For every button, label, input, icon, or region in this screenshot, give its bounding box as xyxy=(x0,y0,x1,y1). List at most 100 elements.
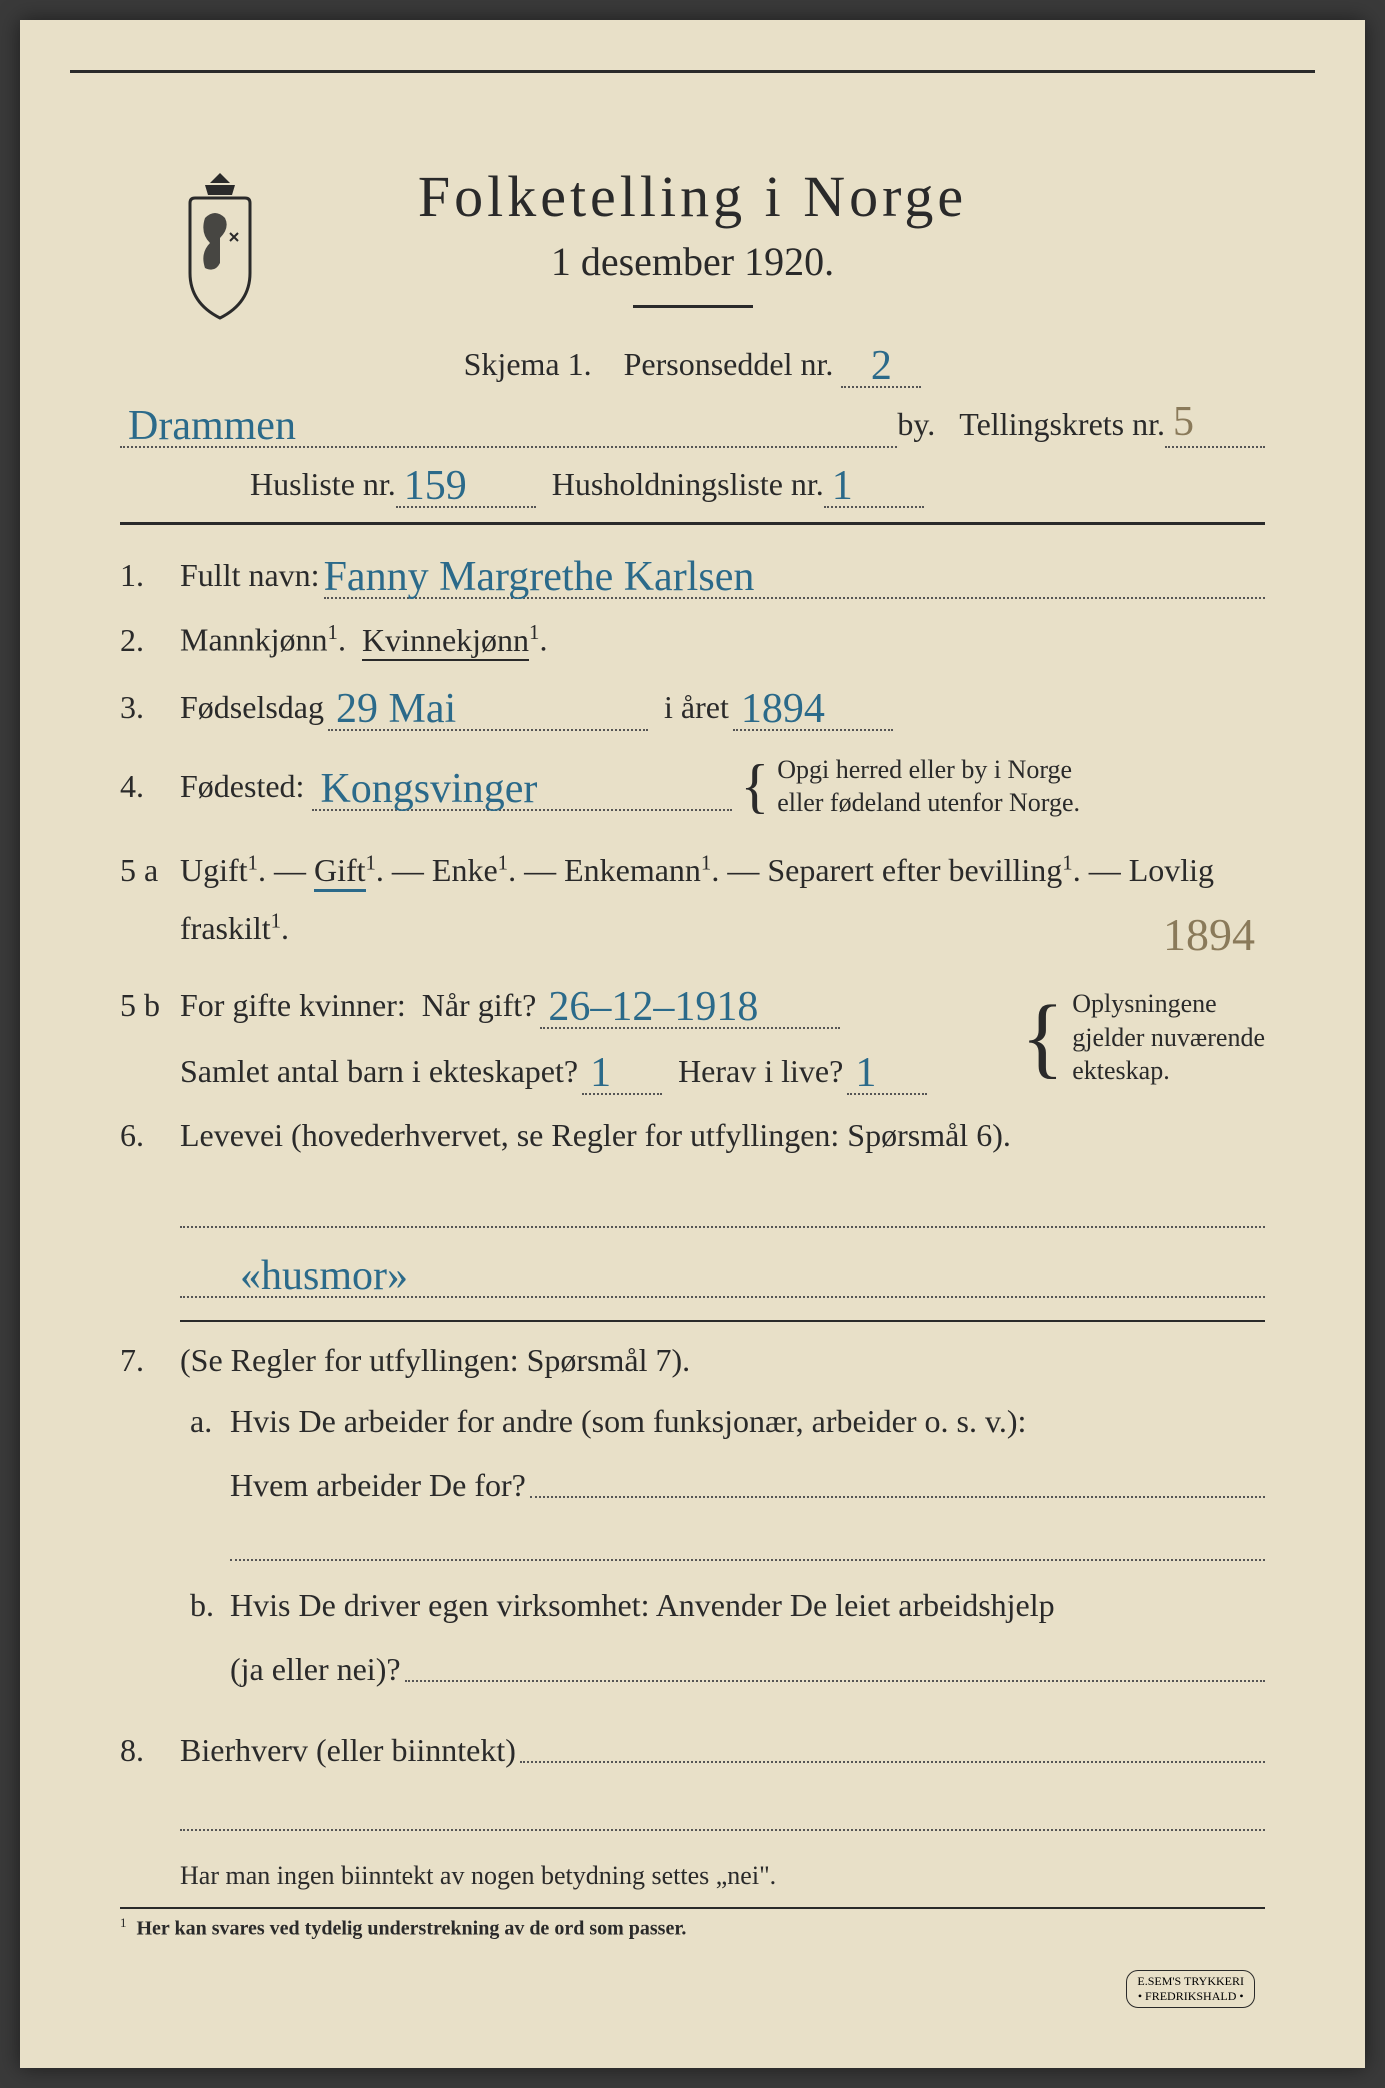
q7a-row: a. Hvis De arbeider for andre (som funks… xyxy=(180,1389,1265,1561)
q6-row: 6. Levevei (hovederhvervet, se Regler fo… xyxy=(120,1117,1265,1298)
by-value: Drammen xyxy=(128,403,296,449)
footnote-2-text: Her kan svares ved tydelig understreknin… xyxy=(137,1918,687,1940)
main-title: Folketelling i Norge xyxy=(120,163,1265,230)
margin-annotation: 1894 xyxy=(1163,908,1255,961)
q4-note: Opgi herred eller by i Norge eller fødel… xyxy=(777,753,1080,821)
husholdningsliste-label: Husholdningsliste nr. xyxy=(552,466,824,503)
q5b-naargift-field: 26–12–1918 xyxy=(540,979,840,1029)
census-form-page: Folketelling i Norge 1 desember 1920. Sk… xyxy=(20,20,1365,2068)
q4-brace: { xyxy=(740,771,769,801)
q5b-naargift-value: 26–12–1918 xyxy=(548,984,758,1030)
q7a-line1: Hvis De arbeider for andre (som funksjon… xyxy=(230,1389,1265,1453)
footnote-2: 1 Her kan svares ved tydelig understrekn… xyxy=(120,1907,1265,1941)
q5a-opt3: Enkemann xyxy=(564,852,701,888)
q5a-opt2: Enke xyxy=(432,852,498,888)
husliste-label: Husliste nr. xyxy=(250,466,396,503)
q3-num: 3. xyxy=(120,689,180,726)
q6-num: 6. xyxy=(120,1117,180,1154)
husholdningsliste-field: 1 xyxy=(824,458,924,508)
q5b-barn-field: 1 xyxy=(582,1045,662,1095)
q3-year-label: i året xyxy=(664,689,729,726)
form-inner: Folketelling i Norge 1 desember 1920. Sk… xyxy=(70,70,1315,2038)
personseddel-value: 2 xyxy=(871,343,892,389)
q4-note-line1: Opgi herred eller by i Norge xyxy=(777,753,1080,787)
header-divider xyxy=(120,522,1265,525)
q6-value-line: «husmor» xyxy=(180,1248,1265,1298)
q5a-row: 5 a Ugift1. — Gift1. — Enke1. — Enkemann… xyxy=(120,842,1265,957)
printer-line2: • FREDRIKSHALD • xyxy=(1137,1989,1244,2004)
q6-divider xyxy=(180,1320,1265,1322)
tellingskrets-label: Tellingskrets nr. xyxy=(959,406,1165,443)
q5b-note-line3: ekteskap. xyxy=(1072,1054,1265,1088)
q8-row: 8. Bierhverv (eller biinntekt) xyxy=(120,1723,1265,1769)
q5b-note-line1: Oplysningene xyxy=(1072,987,1265,1021)
q7b-field xyxy=(405,1642,1265,1682)
q4-num: 4. xyxy=(120,768,180,805)
q7-num: 7. xyxy=(120,1342,180,1379)
q6-blank-line xyxy=(180,1184,1265,1228)
q5a-opt1: Gift xyxy=(314,852,366,892)
q2-male: Mannkjønn xyxy=(180,622,328,658)
husholdningsliste-value: 1 xyxy=(832,463,853,509)
q4-row: 4. Fødested: Kongsvinger { Opgi herred e… xyxy=(120,753,1265,821)
q7a-blank xyxy=(230,1517,1265,1561)
tellingskrets-value: 5 xyxy=(1173,399,1194,445)
schema-row: Skjema 1. Personseddel nr. 2 xyxy=(120,338,1265,388)
by-row: Drammen by. Tellingskrets nr. 5 xyxy=(120,398,1265,448)
q7a-letter: a. xyxy=(180,1403,230,1440)
footnote-1: Har man ingen biinntekt av nogen betydni… xyxy=(120,1861,1265,1891)
q8-blank xyxy=(180,1791,1265,1831)
q2-row: 2. Mannkjønn1. Kvinnekjønn1. xyxy=(120,621,1265,659)
q7b-line1: Hvis De driver egen virksomhet: Anvender… xyxy=(230,1573,1265,1637)
husliste-value: 159 xyxy=(404,463,467,509)
q4-label: Fødested: xyxy=(180,768,304,805)
q8-label: Bierhverv (eller biinntekt) xyxy=(180,1732,516,1769)
q5a-num: 5 a xyxy=(120,852,180,889)
q1-row: 1. Fullt navn: Fanny Margrethe Karlsen xyxy=(120,549,1265,599)
subtitle: 1 desember 1920. xyxy=(120,238,1265,285)
q4-field: Kongsvinger xyxy=(312,761,732,811)
q2-num: 2. xyxy=(120,622,180,659)
q3-day-value: 29 Mai xyxy=(336,686,456,732)
q5a-opt0: Ugift xyxy=(180,852,248,888)
q3-label: Fødselsdag xyxy=(180,689,324,726)
q1-value: Fanny Margrethe Karlsen xyxy=(324,553,755,601)
q7b-line2: (ja eller nei)? xyxy=(230,1637,401,1701)
by-value-field: Drammen xyxy=(120,398,897,448)
q4-note-line2: eller fødeland utenfor Norge. xyxy=(777,786,1080,820)
q3-day-field: 29 Mai xyxy=(328,681,648,731)
title-rule xyxy=(633,305,753,308)
q5b-brace: { xyxy=(1021,1015,1064,1060)
q6-label: Levevei (hovederhvervet, se Regler for u… xyxy=(180,1117,1265,1154)
q4-value: Kongsvinger xyxy=(320,766,537,812)
q6-value: «husmor» xyxy=(180,1252,408,1300)
q7b-row: b. Hvis De driver egen virksomhet: Anven… xyxy=(180,1573,1265,1701)
q1-label: Fullt navn: xyxy=(180,557,320,594)
q3-year-value: 1894 xyxy=(741,686,825,732)
q5b-barn-value: 1 xyxy=(590,1050,611,1096)
q5b-note-line2: gjelder nuværende xyxy=(1072,1021,1265,1055)
q1-field: Fanny Margrethe Karlsen xyxy=(324,549,1265,599)
q8-field xyxy=(520,1723,1265,1763)
q8-num: 8. xyxy=(120,1732,180,1769)
q5b-barn-label: Samlet antal barn i ekteskapet? xyxy=(180,1053,578,1090)
q7a-field xyxy=(530,1458,1265,1498)
printer-line1: E.SEM'S TRYKKERI xyxy=(1137,1974,1244,1989)
coat-of-arms xyxy=(160,163,280,323)
husliste-row: Husliste nr. 159 Husholdningsliste nr. 1 xyxy=(120,458,1265,508)
personseddel-value-field: 2 xyxy=(841,338,921,388)
q3-row: 3. Fødselsdag 29 Mai i året 1894 xyxy=(120,681,1265,731)
q5b-ilive-label: Herav i live? xyxy=(678,1053,843,1090)
q7-label: (Se Regler for utfyllingen: Spørsmål 7). xyxy=(180,1342,1265,1379)
schema-label: Skjema 1. xyxy=(464,346,592,382)
q5b-ilive-field: 1 xyxy=(847,1045,927,1095)
q5a-opt4: Separert efter bevilling xyxy=(767,852,1062,888)
personseddel-label: Personseddel nr. xyxy=(624,346,834,382)
tellingskrets-field: 5 xyxy=(1165,398,1265,448)
q5b-num: 5 b xyxy=(120,987,180,1024)
crest-svg xyxy=(160,163,280,323)
q5b-ilive-value: 1 xyxy=(855,1050,876,1096)
printer-mark: E.SEM'S TRYKKERI • FREDRIKSHALD • xyxy=(1126,1970,1255,2008)
q1-num: 1. xyxy=(120,557,180,594)
q5b-row: 5 b For gifte kvinner: Når gift? 26–12–1… xyxy=(120,979,1265,1095)
